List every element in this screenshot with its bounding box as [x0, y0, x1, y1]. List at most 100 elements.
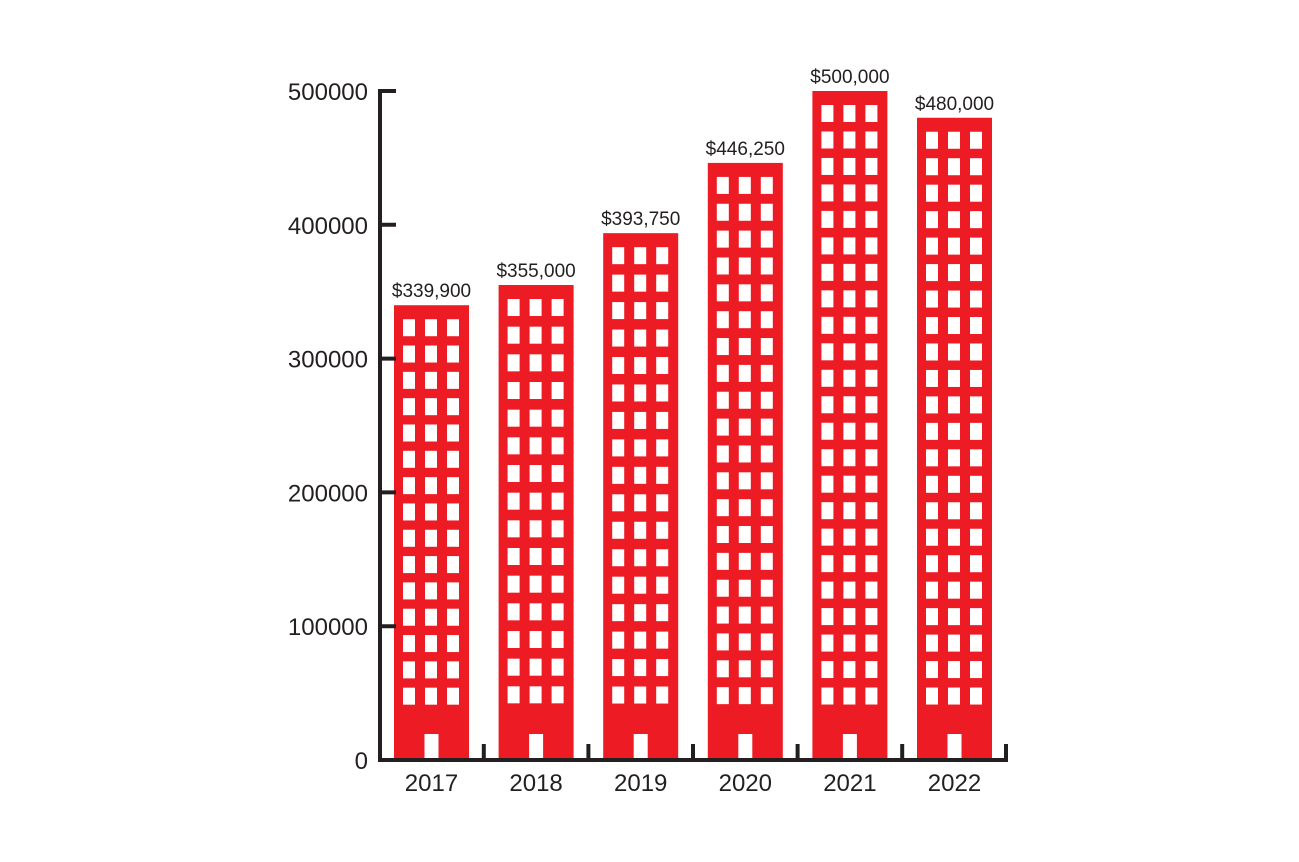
window	[970, 528, 982, 546]
window	[926, 555, 938, 573]
window	[551, 520, 564, 538]
window	[970, 555, 982, 573]
window	[865, 528, 878, 546]
door	[947, 734, 962, 760]
window	[821, 237, 834, 255]
window	[738, 606, 751, 624]
window	[865, 502, 878, 520]
window	[948, 158, 960, 176]
window	[634, 384, 647, 402]
window	[403, 556, 415, 574]
window	[948, 661, 960, 679]
window	[551, 603, 564, 621]
window	[634, 631, 647, 649]
window	[612, 604, 625, 622]
window	[738, 418, 751, 436]
window	[529, 465, 542, 483]
window	[447, 608, 459, 626]
window	[612, 631, 625, 649]
data-label-2018: $355,000	[496, 261, 575, 282]
window	[716, 552, 729, 570]
window	[926, 422, 938, 440]
window	[970, 396, 982, 414]
window	[716, 230, 729, 248]
window	[634, 302, 647, 320]
labels-group: $339,900 2017 $355,000 2018 $393,750 2019 $446…	[288, 67, 994, 797]
window	[760, 418, 773, 436]
window	[656, 686, 669, 704]
window	[425, 450, 437, 468]
window	[656, 384, 669, 402]
window	[716, 499, 729, 517]
window	[551, 548, 564, 566]
window	[612, 411, 625, 429]
data-label-2020: $446,250	[706, 139, 785, 160]
window	[447, 345, 459, 363]
window	[507, 437, 520, 455]
window	[821, 502, 834, 520]
x-tick-label-2018: 2018	[509, 770, 562, 797]
window	[716, 391, 729, 409]
window	[970, 475, 982, 493]
window	[821, 343, 834, 361]
window	[551, 658, 564, 676]
window	[529, 382, 542, 400]
window	[656, 549, 669, 567]
window	[425, 503, 437, 521]
window	[656, 247, 669, 265]
window	[843, 555, 856, 573]
window	[738, 311, 751, 329]
window	[970, 131, 982, 149]
window	[821, 131, 834, 149]
window	[926, 449, 938, 467]
window	[843, 210, 856, 228]
window	[507, 382, 520, 400]
window	[447, 319, 459, 337]
window	[634, 411, 647, 429]
window	[970, 502, 982, 520]
window	[865, 422, 878, 440]
window	[656, 439, 669, 457]
window	[447, 450, 459, 468]
window	[865, 184, 878, 202]
window	[926, 131, 938, 149]
data-label-2022: $480,000	[915, 94, 994, 115]
window	[656, 631, 669, 649]
window	[634, 247, 647, 265]
window	[865, 581, 878, 599]
window	[447, 371, 459, 389]
window	[738, 633, 751, 651]
window	[821, 555, 834, 573]
y-tick-label-200000: 200000	[288, 480, 368, 507]
window	[865, 157, 878, 175]
window	[716, 176, 729, 194]
window	[716, 284, 729, 302]
window	[612, 247, 625, 265]
window	[948, 369, 960, 387]
window	[926, 184, 938, 202]
x-tick-label-2021: 2021	[823, 770, 876, 797]
window	[716, 203, 729, 221]
window	[551, 409, 564, 427]
window	[716, 311, 729, 329]
window	[507, 575, 520, 593]
window	[529, 658, 542, 676]
x-tick-label-2020: 2020	[719, 770, 772, 797]
window	[738, 499, 751, 517]
window	[551, 492, 564, 510]
window	[507, 299, 520, 317]
window	[926, 343, 938, 361]
window	[529, 686, 542, 704]
window	[403, 687, 415, 705]
window	[760, 660, 773, 678]
window	[760, 284, 773, 302]
window	[403, 529, 415, 547]
window	[612, 329, 625, 347]
window	[926, 661, 938, 679]
window	[716, 445, 729, 463]
window	[948, 528, 960, 546]
window	[760, 687, 773, 705]
window	[612, 302, 625, 320]
window	[716, 660, 729, 678]
window	[926, 634, 938, 652]
